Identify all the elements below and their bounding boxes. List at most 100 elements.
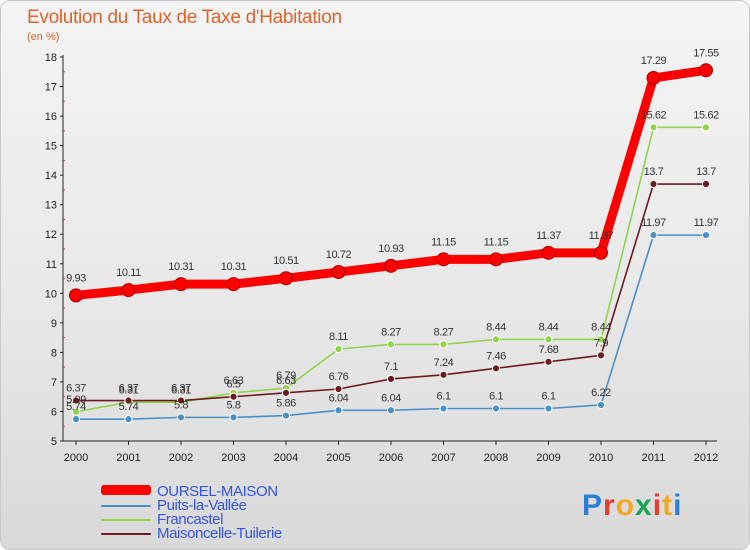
data-point [176, 413, 186, 422]
data-point [596, 351, 606, 360]
data-label: 5.74 [66, 401, 86, 413]
data-point [596, 335, 606, 344]
data-label: 7.46 [486, 350, 506, 362]
data-label: 6.37 [119, 383, 139, 395]
data-label: 7.68 [539, 344, 559, 356]
data-label: 13.7 [644, 166, 664, 178]
legend-swatch [101, 533, 151, 535]
data-label: 6.1 [541, 391, 555, 403]
data-label: 11.97 [694, 217, 719, 229]
data-label: 17.29 [641, 55, 667, 67]
data-point [439, 370, 448, 379]
data-point [71, 415, 81, 424]
y-tick-label: 12 [45, 229, 57, 241]
data-label: 6.79 [276, 370, 296, 382]
data-point [699, 63, 713, 78]
chart-subtitle: (en %) [27, 31, 60, 43]
legend-label: Maisoncelle-Tuilerie [157, 525, 282, 542]
data-label: 11.37 [589, 230, 614, 242]
y-tick-label: 9 [51, 318, 57, 330]
x-tick-label: 2009 [536, 452, 560, 464]
data-point [71, 396, 81, 405]
data-label: 11.37 [536, 230, 561, 242]
data-label: 6.37 [171, 383, 191, 395]
data-point [491, 364, 501, 373]
y-tick-label: 18 [45, 52, 57, 64]
y-tick-label: 5 [51, 436, 57, 448]
data-point [491, 404, 501, 413]
data-label: 5.8 [174, 399, 188, 411]
data-point [544, 335, 553, 344]
data-point [386, 406, 396, 415]
data-point [71, 407, 81, 416]
data-label: 10.93 [378, 243, 404, 255]
logo-letter: o [615, 489, 636, 522]
data-point [541, 245, 556, 260]
data-label: 6.1 [489, 391, 503, 403]
data-point [124, 396, 133, 405]
data-point [436, 252, 451, 267]
data-point [544, 404, 553, 413]
data-label: 6.5 [226, 379, 240, 391]
data-point [174, 277, 188, 292]
data-label: 5.74 [119, 401, 139, 413]
data-label: 8.44 [486, 321, 506, 333]
y-tick-label: 11 [46, 259, 57, 271]
data-label: 5.86 [276, 398, 296, 410]
y-tick-label: 15 [45, 141, 57, 153]
data-label: 6.22 [591, 387, 611, 399]
legend-swatch [101, 519, 151, 521]
data-label: 6.37 [66, 383, 86, 395]
data-point [649, 231, 658, 240]
data-label: 10.11 [116, 267, 141, 279]
data-point [701, 123, 711, 132]
logo-letter: i [673, 489, 683, 522]
data-label: 11.15 [431, 236, 456, 248]
data-label: 6.76 [329, 371, 349, 383]
x-tick-label: 2010 [589, 452, 613, 464]
legend-swatch [101, 505, 151, 507]
data-point [281, 411, 291, 420]
x-tick-label: 2002 [169, 452, 193, 464]
data-label: 6.63 [276, 375, 296, 387]
data-label: 8.27 [434, 326, 454, 338]
data-label: 15.62 [693, 109, 719, 121]
logo-letter: x [635, 489, 653, 522]
data-point [384, 258, 398, 273]
data-point [226, 277, 241, 292]
data-point [331, 265, 346, 280]
data-point [229, 413, 238, 422]
data-label: 10.72 [326, 249, 352, 261]
x-tick-label: 2011 [642, 452, 666, 464]
data-point [649, 179, 658, 189]
data-point [544, 357, 553, 366]
data-point [69, 288, 83, 303]
y-tick-label: 13 [45, 200, 57, 212]
legend-swatch [101, 485, 151, 495]
data-point [386, 340, 396, 349]
x-tick-label: 2012 [694, 452, 718, 464]
x-tick-label: 2005 [326, 452, 350, 464]
logo-letter: i [652, 489, 663, 522]
data-label: 8.11 [329, 331, 348, 343]
data-label: 5.99 [66, 394, 86, 406]
data-label: 6.31 [119, 384, 139, 396]
legend-label: Francastel [157, 511, 224, 528]
data-label: 6.63 [224, 375, 244, 387]
data-label: 13.7 [696, 166, 716, 178]
y-tick-label: 7 [51, 377, 57, 389]
x-tick-label: 2008 [484, 452, 508, 464]
data-label: 7.24 [434, 357, 454, 369]
data-label: 6.04 [329, 392, 349, 404]
data-point [281, 388, 291, 397]
logo-letter: t [662, 489, 674, 522]
data-point [334, 406, 343, 415]
data-point [489, 252, 503, 267]
data-label: 6.31 [171, 384, 191, 396]
data-point [176, 396, 186, 405]
logo-letter: P [582, 489, 604, 522]
data-label: 10.51 [273, 255, 299, 267]
data-point [646, 70, 661, 85]
x-tick-label: 2003 [221, 452, 245, 464]
